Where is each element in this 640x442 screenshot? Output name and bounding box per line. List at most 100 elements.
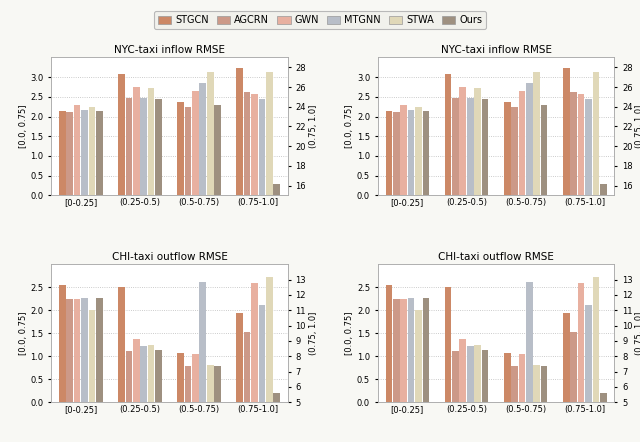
Bar — [600, 183, 607, 343]
Bar — [460, 88, 466, 195]
Bar — [400, 105, 407, 195]
Bar — [518, 354, 525, 402]
Bar — [408, 298, 414, 402]
Bar — [155, 350, 162, 402]
Bar — [385, 285, 392, 402]
Bar — [140, 99, 147, 195]
Bar — [236, 312, 243, 402]
Bar — [273, 183, 280, 343]
Title: CHI-taxi outflow RMSE: CHI-taxi outflow RMSE — [438, 252, 554, 262]
Bar — [59, 110, 66, 195]
Bar — [570, 332, 577, 402]
Bar — [460, 339, 466, 402]
Bar — [474, 345, 481, 402]
Bar — [200, 83, 206, 195]
Bar — [177, 353, 184, 402]
Title: NYC-taxi inflow RMSE: NYC-taxi inflow RMSE — [440, 45, 552, 55]
Bar — [482, 99, 488, 195]
Bar — [422, 110, 429, 195]
Bar — [563, 312, 570, 402]
Bar — [541, 366, 547, 402]
Bar — [504, 353, 511, 402]
Bar — [252, 94, 258, 195]
Bar — [585, 305, 592, 402]
Bar — [518, 91, 525, 195]
Bar — [214, 105, 221, 195]
Bar — [393, 112, 399, 195]
Bar — [67, 299, 73, 402]
Bar — [118, 74, 125, 195]
Bar — [252, 283, 258, 402]
Bar — [400, 299, 407, 402]
Y-axis label: (0.75, 1.0]: (0.75, 1.0] — [309, 105, 318, 148]
Bar — [67, 112, 73, 195]
Bar — [533, 72, 540, 195]
Bar — [140, 346, 147, 402]
Bar — [482, 350, 488, 402]
Bar — [155, 99, 162, 195]
Bar — [96, 298, 102, 402]
Bar — [415, 310, 422, 402]
Bar — [177, 102, 184, 195]
Bar — [415, 107, 422, 195]
Bar — [593, 277, 599, 402]
Bar — [259, 99, 266, 195]
Bar — [385, 110, 392, 195]
Y-axis label: [0.0, 0.75]: [0.0, 0.75] — [19, 312, 28, 355]
Bar — [74, 105, 81, 195]
Bar — [214, 366, 221, 402]
Bar — [585, 99, 592, 195]
Bar — [422, 298, 429, 402]
Bar — [474, 88, 481, 195]
Bar — [207, 72, 214, 195]
Bar — [408, 110, 414, 195]
Bar — [259, 305, 266, 402]
Bar — [118, 287, 125, 402]
Bar — [467, 99, 474, 195]
Bar — [445, 287, 451, 402]
Bar — [59, 285, 66, 402]
Bar — [578, 283, 584, 402]
Y-axis label: [0.0, 0.75]: [0.0, 0.75] — [19, 105, 28, 148]
Y-axis label: (0.75, 1.0]: (0.75, 1.0] — [636, 312, 640, 355]
Title: NYC-taxi inflow RMSE: NYC-taxi inflow RMSE — [114, 45, 225, 55]
Bar — [125, 351, 132, 402]
Bar — [570, 92, 577, 195]
Bar — [533, 366, 540, 402]
Bar — [445, 74, 451, 195]
Bar — [148, 345, 154, 402]
Bar — [74, 299, 81, 402]
Bar — [207, 366, 214, 402]
Bar — [88, 107, 95, 195]
Bar — [266, 72, 273, 195]
Bar — [200, 282, 206, 402]
Bar — [236, 69, 243, 195]
Bar — [526, 282, 532, 402]
Bar — [393, 299, 399, 402]
Bar — [88, 310, 95, 402]
Bar — [273, 393, 280, 442]
Title: CHI-taxi outflow RMSE: CHI-taxi outflow RMSE — [111, 252, 227, 262]
Bar — [125, 99, 132, 195]
Bar — [244, 92, 250, 195]
Bar — [266, 277, 273, 402]
Bar — [192, 91, 199, 195]
Bar — [541, 105, 547, 195]
Legend: STGCN, AGCRN, GWN, MTGNN, STWA, Ours: STGCN, AGCRN, GWN, MTGNN, STWA, Ours — [154, 11, 486, 29]
Bar — [563, 69, 570, 195]
Y-axis label: [0.0, 0.75]: [0.0, 0.75] — [345, 312, 354, 355]
Bar — [526, 83, 532, 195]
Bar — [452, 99, 459, 195]
Bar — [244, 332, 250, 402]
Y-axis label: [0.0, 0.75]: [0.0, 0.75] — [345, 105, 354, 148]
Y-axis label: (0.75, 1.0]: (0.75, 1.0] — [636, 105, 640, 148]
Bar — [467, 346, 474, 402]
Bar — [192, 354, 199, 402]
Bar — [511, 366, 518, 402]
Bar — [133, 339, 140, 402]
Bar — [511, 107, 518, 195]
Bar — [185, 366, 191, 402]
Bar — [81, 110, 88, 195]
Bar — [81, 298, 88, 402]
Bar — [148, 88, 154, 195]
